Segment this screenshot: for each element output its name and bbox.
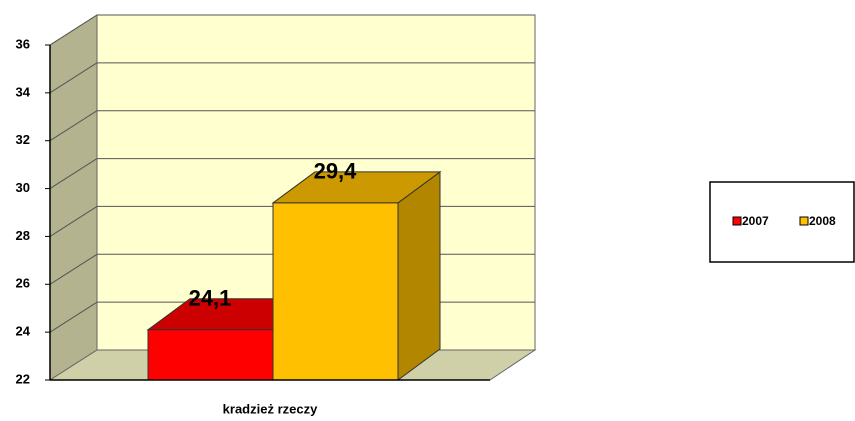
x-category-label: kradzież rzeczy — [223, 401, 318, 416]
y-tick-label: 34 — [16, 84, 31, 99]
grid-line-side — [49, 301, 98, 333]
y-tick-label: 24 — [16, 324, 31, 339]
grid-line-side — [49, 62, 98, 94]
bar — [147, 329, 274, 381]
y-tick-label: 26 — [16, 276, 30, 291]
y-tick-label: 32 — [16, 132, 30, 147]
legend-swatch — [732, 216, 742, 226]
legend-swatch — [799, 216, 809, 226]
data-label: 24,1 — [189, 286, 232, 311]
y-tick-label: 30 — [16, 180, 30, 195]
legend-label: 2007 — [742, 214, 769, 228]
legend-entries: 2007 2008 — [732, 214, 836, 228]
grid-line-side — [49, 110, 98, 142]
grid-line-side — [49, 158, 98, 189]
data-label: 29,4 — [314, 159, 358, 184]
legend-label: 2008 — [809, 214, 836, 228]
grid-line-side — [49, 253, 98, 285]
bar — [272, 202, 399, 381]
y-tick-label: 28 — [16, 228, 30, 243]
y-tick-label: 36 — [16, 36, 30, 51]
grid-line-side — [49, 206, 98, 237]
side-wall — [49, 14, 98, 381]
bar-side — [397, 170, 441, 381]
grid-line-side — [49, 14, 98, 46]
y-tick-label: 22 — [16, 371, 30, 386]
bars: 24,1 29,4 — [146, 159, 442, 381]
